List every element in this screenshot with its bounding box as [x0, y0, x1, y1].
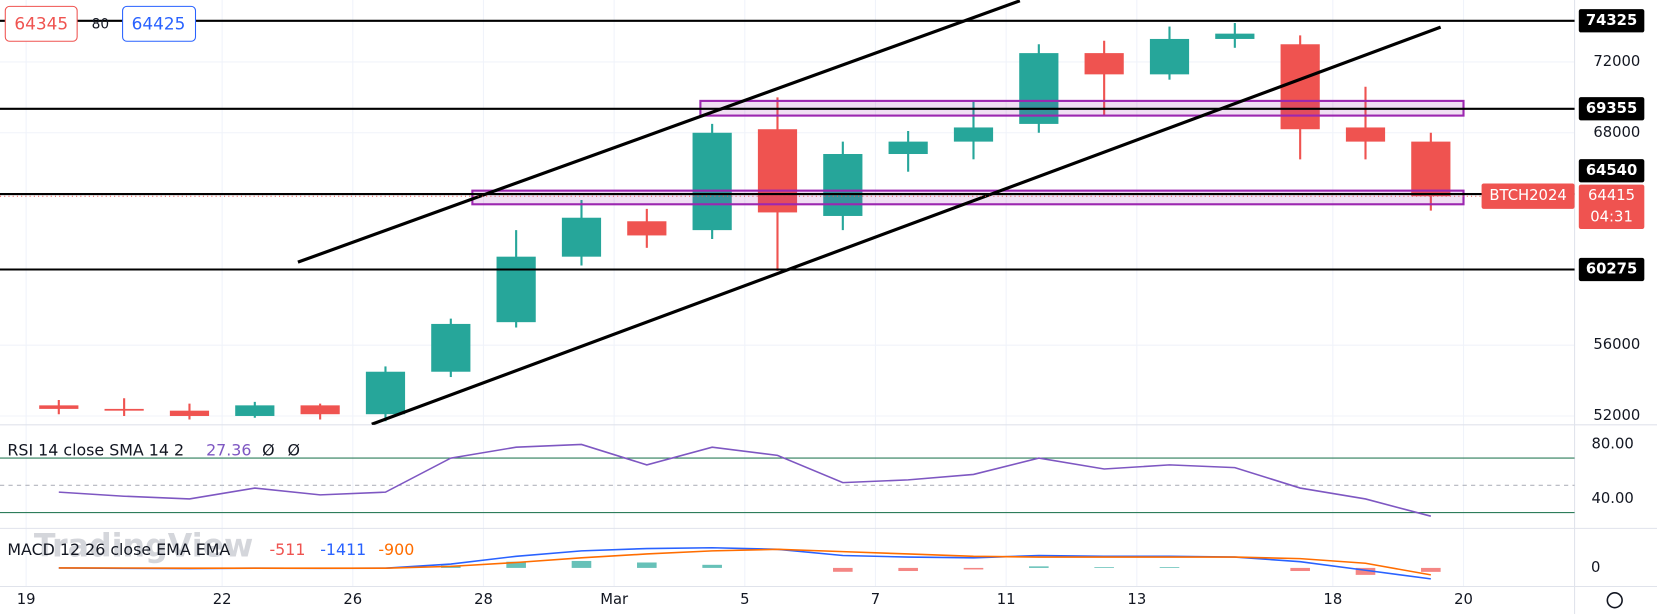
x-tick-label: 20 [1454, 591, 1473, 608]
level-label: 64540 [1586, 162, 1637, 179]
macd-hist-bar [1421, 567, 1441, 572]
y-tick-label: 68000 [1593, 124, 1640, 141]
macd-hist-bar [1355, 567, 1376, 575]
bid-box [4, 5, 78, 42]
last-price: 64415 [1588, 187, 1635, 204]
candle-body [1084, 53, 1124, 75]
macd-hist-bar [1029, 566, 1049, 568]
spread: 80 [92, 16, 109, 32]
level-label-bg [1578, 9, 1645, 33]
candle-body [692, 132, 732, 231]
macd-value: -511 [269, 540, 305, 559]
candle-body [104, 408, 144, 411]
macd-hist-bar [571, 560, 592, 568]
macd-hist-bar [506, 561, 526, 568]
macd-value: -900 [378, 540, 414, 559]
candle-body [888, 141, 928, 155]
candle-body [496, 256, 536, 323]
level-label-bg [1578, 257, 1645, 282]
candle-body [365, 371, 406, 415]
macd-hist-bar [637, 562, 657, 568]
y-tick-label: 56000 [1593, 336, 1640, 353]
macd-title: MACD 12 26 close EMA EMA [7, 540, 230, 559]
bid: 64345 [14, 13, 68, 33]
candle-body [1149, 38, 1190, 75]
candle-body [169, 410, 210, 416]
candle-body [561, 217, 602, 257]
macd-hist-bar [1290, 567, 1310, 572]
candle-body [627, 221, 667, 236]
level-label: 60275 [1586, 261, 1637, 278]
y-tick-label: 52000 [1593, 407, 1640, 424]
macd-hist-bar [833, 567, 853, 572]
x-tick-label: 22 [213, 591, 232, 608]
macd-hist-bar [898, 567, 918, 572]
watermark: TradingView [34, 528, 254, 564]
candle-body [1019, 53, 1059, 124]
candle-body [1345, 127, 1386, 142]
level-label-bg [1578, 159, 1645, 183]
trendline [371, 25, 1442, 425]
macd-signal-line [58, 548, 1431, 576]
rsi-tick-label: 40.00 [1591, 490, 1633, 507]
symbol-tag-bg [1481, 183, 1575, 209]
macd-hist-bar [1159, 567, 1180, 568]
rsi-flag: Ø [262, 441, 274, 460]
x-tick-label: 26 [343, 591, 362, 608]
rsi-tick-label: 80.00 [1591, 435, 1633, 452]
level-label: 74325 [1586, 12, 1637, 29]
symbol-tag: BTCH2024 [1489, 187, 1566, 204]
candles [39, 0, 1465, 425]
rsi-title: RSI 14 close SMA 14 2 [7, 441, 184, 460]
x-tick-label: 18 [1323, 591, 1342, 608]
x-tick-label: 11 [997, 591, 1016, 608]
trendline [297, 0, 1021, 264]
ask: 64425 [132, 13, 186, 33]
last-price-bg [1578, 184, 1645, 229]
x-tick-label: 19 [17, 591, 36, 608]
macd-hist-bar [702, 564, 722, 568]
candle-body [39, 405, 79, 409]
candle-body [757, 129, 798, 213]
candle-body [300, 405, 340, 415]
settings-icon[interactable] [1606, 592, 1623, 609]
candle-body [953, 127, 994, 142]
candle-body [235, 405, 275, 416]
x-tick-label: 13 [1127, 591, 1146, 608]
y-tick-label: 72000 [1593, 53, 1640, 70]
x-tick-label: 7 [871, 591, 880, 608]
level-label: 69355 [1586, 100, 1637, 117]
candle-body [431, 323, 471, 372]
macd-value: -1411 [320, 540, 366, 559]
macd-tick-label: 0 [1591, 559, 1600, 576]
x-tick-label: 28 [474, 591, 493, 608]
countdown: 04:31 [1590, 208, 1633, 225]
level-label-bg [1578, 97, 1645, 121]
candle-body [1215, 33, 1255, 39]
macd-hist-bar [1094, 567, 1114, 568]
x-tick-label: Mar [600, 591, 629, 608]
candle-body [1411, 141, 1451, 197]
candle-body [823, 154, 863, 216]
x-tick-label: 5 [740, 591, 749, 608]
macd-hist-bar [963, 567, 984, 570]
rsi-line [58, 443, 1432, 517]
rsi-flag: Ø [287, 441, 299, 460]
ask-box [122, 5, 197, 42]
rsi-value: 27.36 [206, 441, 251, 460]
